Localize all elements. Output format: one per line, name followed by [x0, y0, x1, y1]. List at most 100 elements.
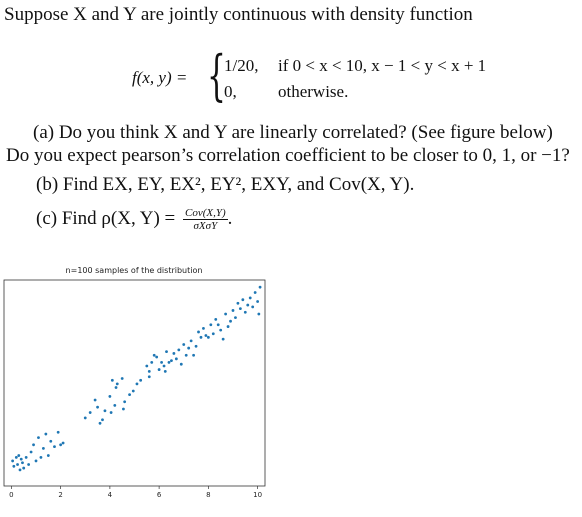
density-case2-value: 0,: [224, 82, 237, 101]
scatter-point: [18, 468, 22, 472]
left-brace: {: [207, 44, 226, 107]
scatter-points: [11, 285, 262, 472]
scatter-point: [122, 407, 125, 411]
scatter-point: [229, 319, 232, 323]
x-tick-label: 10: [253, 491, 262, 499]
scatter-point: [93, 398, 97, 402]
scatter-point: [123, 400, 127, 404]
scatter-point: [211, 332, 215, 336]
scatter-point: [56, 430, 60, 434]
part-a-line2: Do you expect pearson’s correlation coef…: [6, 145, 570, 166]
scatter-point: [135, 382, 139, 386]
scatter-point: [246, 303, 250, 307]
scatter-point: [14, 455, 18, 459]
scatter-point: [113, 403, 117, 407]
scatter-point: [145, 364, 149, 368]
scatter-point: [234, 316, 237, 320]
scatter-point: [17, 454, 21, 457]
scatter-point: [170, 359, 173, 363]
scatter-point: [37, 436, 40, 440]
scatter-point: [184, 353, 188, 357]
x-tick-label: 4: [108, 491, 113, 499]
scatter-point: [243, 310, 247, 314]
scatter-point: [182, 343, 186, 346]
x-tick-label: 6: [157, 491, 162, 499]
scatter-point: [61, 441, 65, 445]
scatter-point: [177, 348, 181, 352]
scatter-point: [11, 459, 15, 463]
x-tick-label: 0: [9, 491, 13, 499]
scatter-point: [32, 443, 35, 447]
scatter-point: [216, 323, 220, 327]
scatter-point: [39, 455, 43, 459]
density-lhs: f(x, y) =: [132, 68, 188, 87]
part-c-suffix: .: [227, 207, 233, 229]
scatter-point: [114, 386, 118, 389]
scatter-point: [174, 357, 178, 361]
scatter-point: [179, 362, 183, 366]
scatter-point: [253, 291, 257, 294]
scatter-point: [96, 405, 99, 409]
scatter-point: [192, 353, 195, 357]
scatter-point: [167, 361, 171, 364]
density-case1-condition: if 0 < x < 10, x − 1 < y < x + 1: [278, 56, 487, 75]
scatter-point: [209, 323, 213, 327]
scatter-point: [101, 418, 104, 422]
scatter-point: [24, 455, 28, 459]
scatter-point: [98, 421, 102, 425]
scatter-point: [238, 307, 242, 311]
x-axis: 0 2 4 6 8 10: [9, 486, 262, 499]
scatter-point: [221, 337, 225, 341]
x-tick-label: 8: [206, 491, 210, 499]
scatter-point: [256, 300, 260, 303]
scatter-point: [155, 355, 159, 359]
scatter-point: [189, 339, 193, 343]
scatter-point: [49, 439, 53, 443]
scatter-point: [202, 326, 205, 330]
scatter-point: [83, 416, 87, 420]
part-c-prefix: (c) Find ρ(X, Y) =: [36, 207, 176, 229]
part-b: (b) Find EX, EY, EX², EY², EXY, and Cov(…: [36, 174, 415, 195]
plot-frame: [3, 279, 266, 487]
density-case1-value: 1/20,: [224, 56, 259, 75]
scatter-point: [21, 461, 24, 465]
scatter-point: [29, 450, 33, 454]
scatter-point: [109, 411, 113, 414]
problem-intro: Suppose X and Y are jointly continuous w…: [4, 4, 473, 25]
scatter-point: [236, 301, 240, 305]
scatter-point: [41, 446, 45, 450]
plot-title: n=100 samples of the distribution: [66, 266, 203, 275]
scatter-point: [219, 328, 223, 332]
scatter-point: [199, 335, 203, 339]
scatter-point: [22, 466, 26, 470]
scatter-point: [120, 377, 124, 380]
scatter-point: [257, 312, 261, 316]
scatter-point: [131, 389, 135, 393]
scatter-point: [248, 296, 252, 300]
correlation-fraction: Cov(X,Y) σXσY: [183, 207, 228, 232]
scatter-point: [165, 350, 168, 354]
x-tick-label: 2: [58, 491, 62, 499]
scatter-point: [206, 335, 210, 339]
scatter-point: [231, 309, 235, 312]
scatter-point: [147, 375, 151, 379]
scatter-point: [226, 325, 230, 328]
scatter-point: [139, 378, 143, 382]
scatter-point: [44, 432, 48, 436]
scatter-point: [16, 463, 19, 466]
scatter-point: [115, 382, 119, 386]
scatter-point: [163, 369, 167, 373]
scatter-plot: n=100 samples of the distribution 0 2 4 6 8 1…: [3, 266, 266, 499]
scatter-point: [258, 285, 262, 289]
scatter-point: [197, 330, 200, 334]
scatter-point: [214, 318, 218, 321]
scatter-point: [110, 378, 114, 382]
scatter-point: [172, 352, 176, 355]
scatter-point: [150, 361, 154, 364]
scatter-point: [251, 305, 255, 309]
scatter-point: [128, 393, 131, 397]
scatter-point: [12, 464, 16, 468]
scatter-point: [27, 463, 31, 466]
scatter-point: [88, 411, 92, 414]
scatter-point: [59, 443, 63, 447]
